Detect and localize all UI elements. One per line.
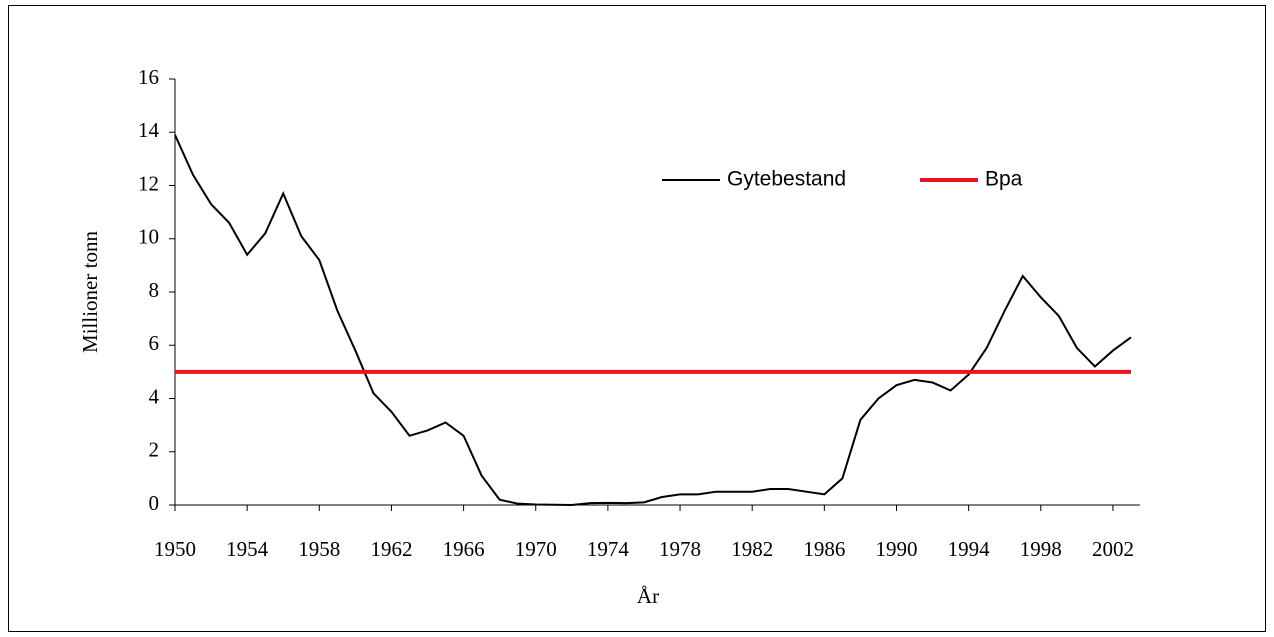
x-tick-label: 1978 xyxy=(659,537,701,561)
y-tick-label: 12 xyxy=(138,171,159,195)
y-tick-label: 16 xyxy=(138,65,159,89)
y-tick-label: 10 xyxy=(138,225,159,249)
x-tick-label: 2002 xyxy=(1092,537,1134,561)
chart-border xyxy=(8,5,1266,632)
x-tick-label: 1954 xyxy=(226,537,269,561)
y-tick-label: 14 xyxy=(138,118,160,142)
x-tick-label: 1974 xyxy=(587,537,630,561)
y-tick-label: 2 xyxy=(149,438,160,462)
x-tick-label: 1970 xyxy=(515,537,557,561)
x-tick-label: 1958 xyxy=(298,537,340,561)
x-tick-label: 1994 xyxy=(948,537,991,561)
x-axis-label: År xyxy=(637,584,659,608)
y-tick-label: 0 xyxy=(149,491,160,515)
x-tick-label: 1990 xyxy=(875,537,917,561)
x-tick-label: 1962 xyxy=(370,537,412,561)
y-axis-label: Millioner tonn xyxy=(78,231,102,353)
y-tick-label: 4 xyxy=(149,384,160,408)
x-tick-label: 1986 xyxy=(803,537,845,561)
y-tick-label: 6 xyxy=(149,331,160,355)
x-tick-label: 1966 xyxy=(443,537,485,561)
legend-label: Bpa xyxy=(985,168,1023,191)
x-tick-label: 1998 xyxy=(1020,537,1062,561)
y-tick-label: 8 xyxy=(149,278,160,302)
legend: Gytebestand Bpa xyxy=(662,168,1023,191)
x-tick-label: 1982 xyxy=(731,537,773,561)
x-tick-label: 1950 xyxy=(154,537,196,561)
legend-label: Gytebestand xyxy=(727,168,846,191)
